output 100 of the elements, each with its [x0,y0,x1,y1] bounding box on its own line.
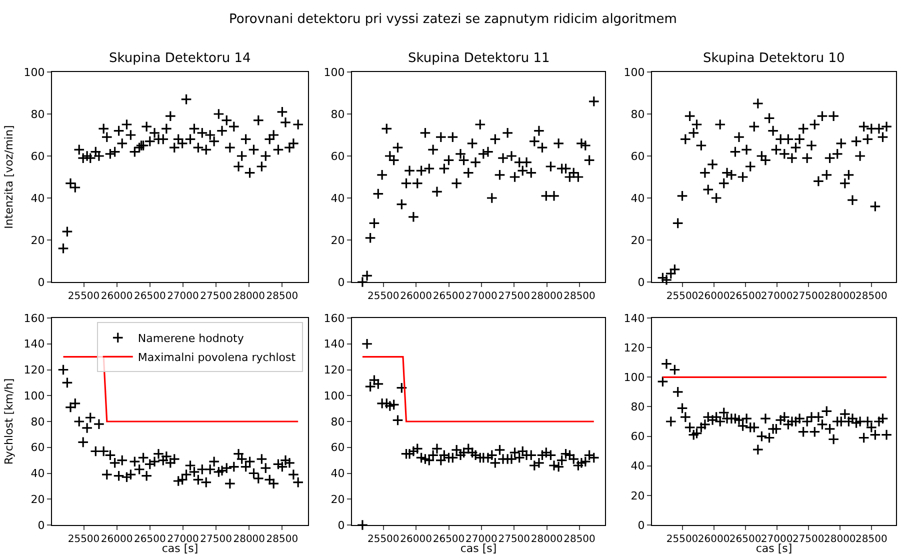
point [695,140,707,152]
point [665,416,677,428]
y-tick-label: 0 [638,518,645,532]
x-tick-label: 27000 [760,534,793,545]
point [125,468,136,480]
x-tick-label: 27500 [498,534,530,545]
point [657,272,668,284]
x-tick-label: 27000 [167,534,199,545]
point [93,418,105,430]
point [450,178,462,189]
y-tick-label: 0 [38,276,45,289]
point [733,131,745,143]
point [364,380,376,392]
x-tick-label: 28500 [266,534,298,545]
y-tick-label: 100 [624,66,645,79]
x-axis-title: cas [s] [460,542,497,555]
point [368,218,380,229]
chart-title: Skupina Detektoru 10 [703,51,845,66]
point [84,412,96,424]
x-tick-label: 26000 [100,291,133,302]
y-tick-label: 160 [324,312,345,325]
y-tick-label: 40 [630,192,645,205]
point [494,169,506,181]
y-tick-label: 80 [330,108,345,121]
x-tick-label: 28000 [530,291,563,302]
point [372,188,384,200]
point [260,462,272,474]
y-tick-label: 160 [24,312,45,325]
point [756,150,768,162]
point [443,154,454,166]
point [576,138,588,150]
x-tick-label: 28500 [564,534,596,545]
point [676,402,688,414]
point [552,138,564,150]
point [224,478,236,490]
point [276,461,288,472]
point [820,405,832,417]
point [466,138,478,150]
point [380,123,392,134]
point [790,416,802,428]
x-tick-label: 28000 [824,291,856,302]
x-tick-label: 27000 [466,291,498,302]
point [372,378,384,390]
x-axis-title: cas [s] [756,542,792,555]
y-tick-label: 80 [630,108,645,121]
point [213,466,224,478]
point [525,167,537,178]
point [540,190,552,202]
y-tick-label: 100 [324,66,345,79]
x-tick-label: 27000 [760,291,793,302]
point [665,268,677,280]
point [545,160,556,172]
point [691,118,702,130]
x-tick-label: 28000 [233,291,266,302]
point [706,158,718,170]
x-axis-title: cas [s] [162,542,198,555]
point [268,478,280,490]
point [516,446,528,457]
x-tick-label: 27500 [792,534,824,545]
y-tick-label: 140 [24,338,45,351]
y-tick-label: 140 [624,312,645,325]
point [284,457,296,469]
x-tick-label: 25500 [666,291,698,302]
point [412,178,424,189]
point [356,519,368,531]
point [564,449,576,461]
y-tick-label: 100 [624,370,645,384]
point [364,232,376,244]
point [676,190,688,202]
point [256,453,268,465]
x-tick-label: 26500 [432,534,465,545]
x-tick-label: 26500 [134,534,166,545]
point [760,412,772,424]
point [384,400,396,412]
point [64,402,76,413]
y-tick-label: 60 [30,441,45,454]
point [264,474,276,486]
text: Porovnani detektoru pri vyssi zatezi se zapnutym ridicim algoritmem [229,12,677,27]
y-tick-label: 40 [630,460,645,473]
point [361,270,373,282]
point [564,171,576,183]
point [816,110,828,122]
point [730,146,741,158]
x-tick-label: 25500 [666,534,698,545]
y-tick-label: 20 [330,492,345,506]
x-tick-label: 26500 [729,291,762,302]
point [873,416,885,428]
point [808,118,820,130]
point [400,178,412,189]
point [699,418,711,430]
point [408,211,420,223]
point [828,434,840,445]
point [782,134,794,145]
point [680,411,692,423]
point [244,456,256,468]
y-tick-label: 40 [330,467,345,480]
x-tick-label: 28000 [233,534,266,545]
y-tick-label: 100 [24,389,45,402]
point [58,364,69,376]
point [116,454,128,466]
